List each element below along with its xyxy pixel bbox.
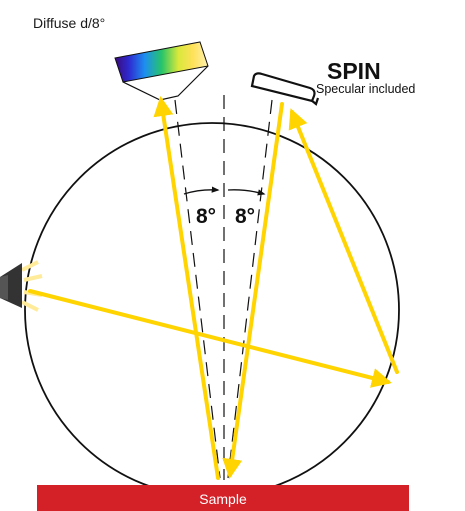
spin-sub-label: Specular included [316, 82, 415, 96]
sample-bar [37, 485, 409, 511]
specular-return-ray [222, 102, 284, 479]
illumination-ray [28, 289, 392, 388]
right-cone-guide-line [227, 99, 273, 479]
sample-label: Sample [199, 491, 247, 507]
left-cone-guide-line [174, 99, 221, 479]
spin-label: SPIN [327, 58, 381, 84]
detector-ray [153, 96, 220, 480]
diagram-title: Diffuse d/8° [33, 15, 105, 31]
right-angle-arrow [227, 189, 266, 196]
spectrum-detector-icon [114, 41, 209, 101]
light-rays [28, 96, 399, 480]
left-angle-arrow [183, 186, 220, 195]
reflected-ray [288, 108, 399, 374]
angle-label-right: 8° [235, 205, 255, 228]
specular-port-icon [250, 72, 320, 106]
viewing-cone-guides [174, 95, 273, 480]
angle-arrows [183, 186, 266, 196]
lamp-icon [0, 260, 43, 312]
angle-label-left: 8° [196, 205, 216, 228]
